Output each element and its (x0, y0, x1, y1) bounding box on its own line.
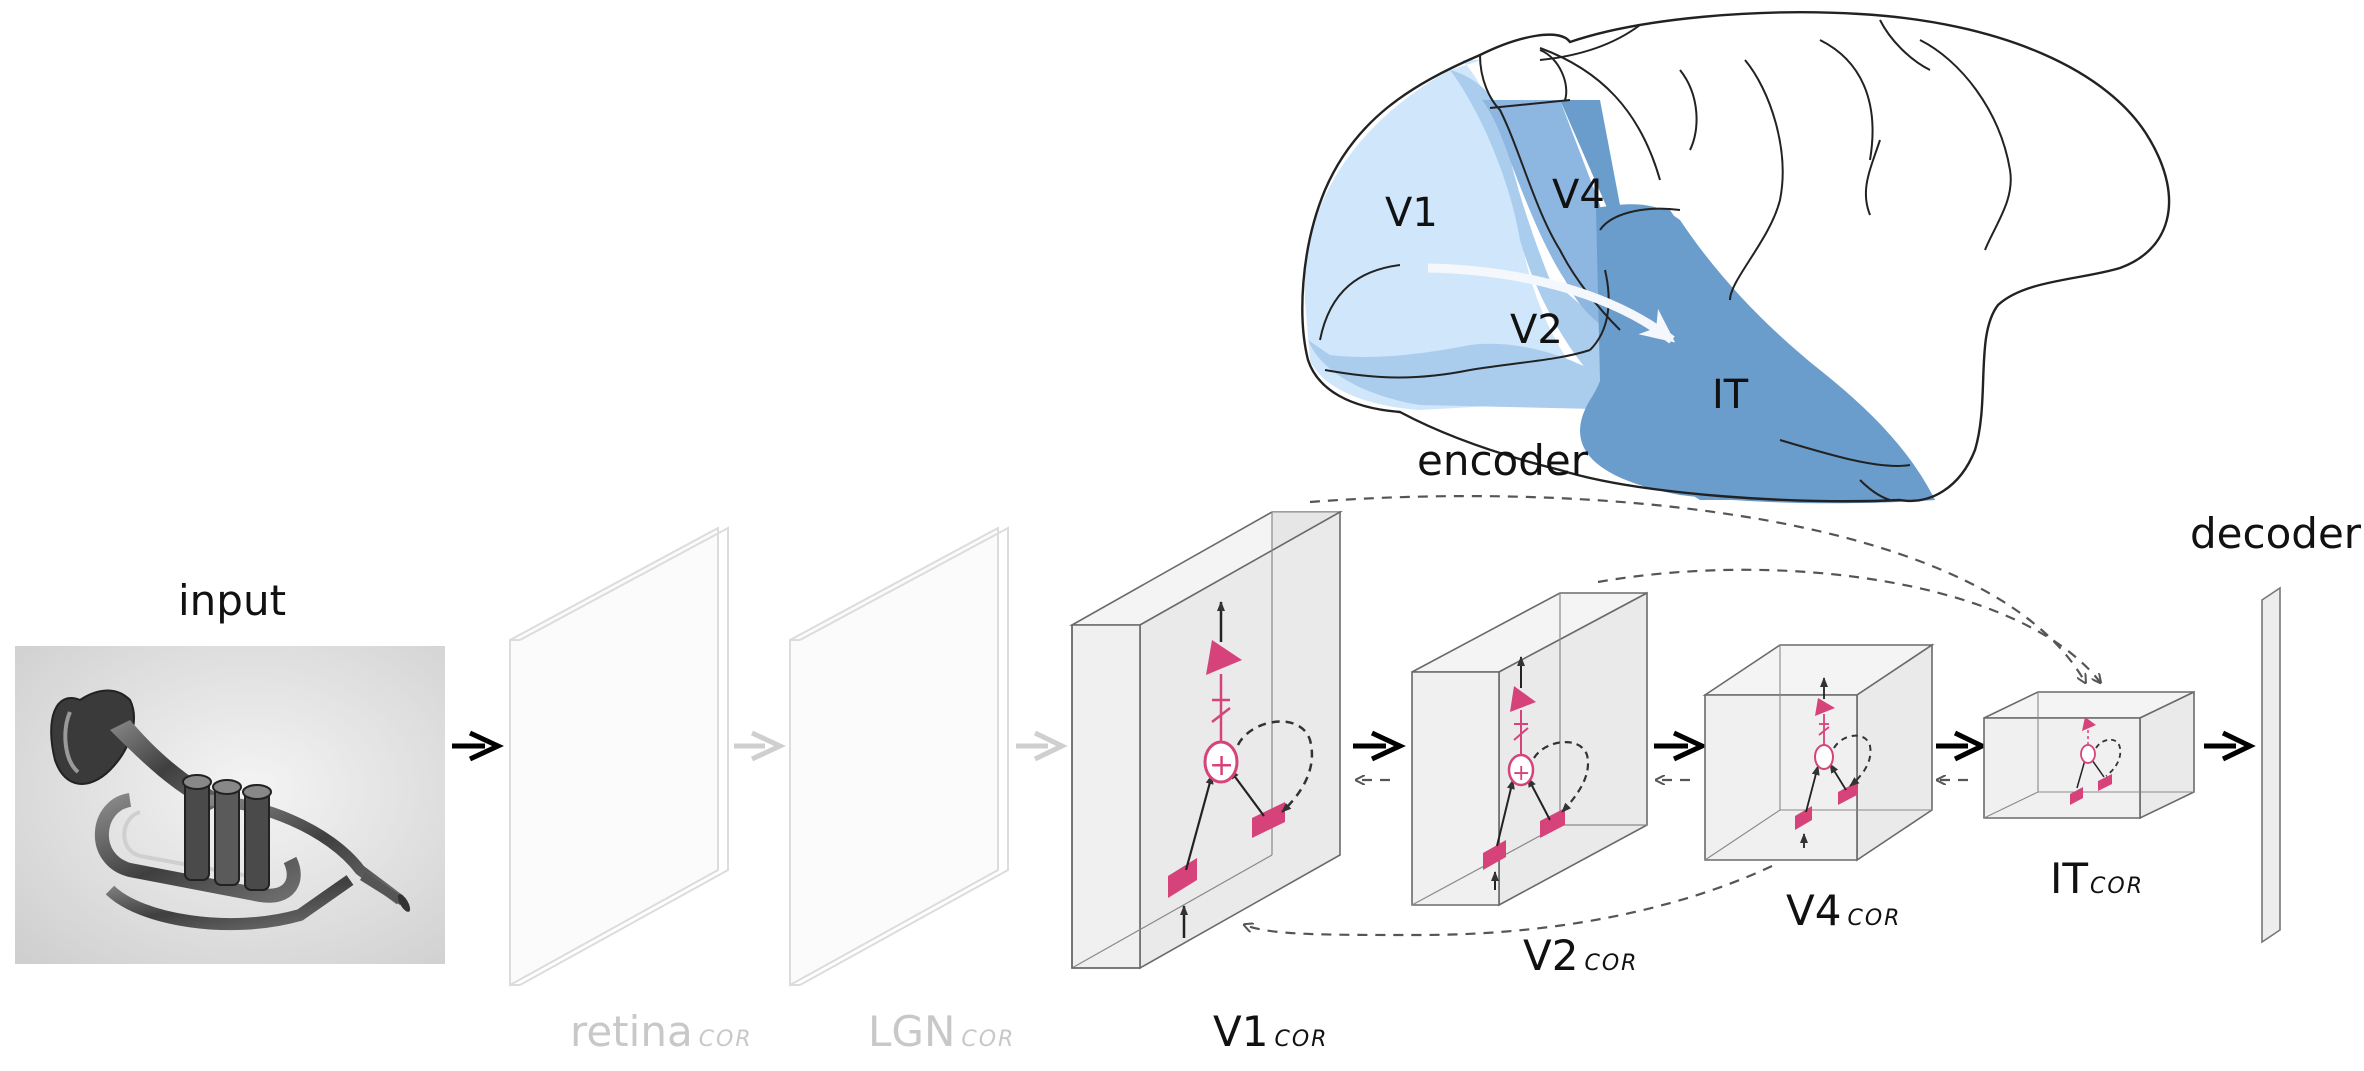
brain-label-v2: V2 (1510, 307, 1563, 353)
stage-labels: retina COR LGN COR V1 COR V2 COR V4 COR ITCOR (570, 854, 2144, 1056)
brain-contour (1301, 11, 2171, 503)
stage-label-v2: V2 COR (1523, 931, 1638, 980)
forward-arrows (452, 730, 2256, 762)
lgn-layer (789, 526, 1009, 987)
input-label: input (178, 576, 286, 625)
input-image (15, 646, 445, 964)
arrow-v1-v2 (1353, 730, 1406, 762)
brain-sulci (1319, 19, 2012, 501)
v2-sum-icon: + (1512, 761, 1530, 786)
stage-label-it: ITCOR (2050, 854, 2144, 903)
arrow-input-retina (452, 730, 504, 762)
brain-label-it: IT (1712, 372, 1749, 418)
arrow-retina-lgn (734, 730, 786, 762)
monkey-brain: V1 V4 V2 IT (1301, 11, 2171, 504)
decoder-label: decoder (2190, 509, 2362, 558)
trumpet-icon (50, 689, 411, 931)
arrow-v2-v4 (1654, 730, 1708, 762)
encoder-label: encoder (1417, 436, 1589, 485)
stage-label-v4: V4 COR (1786, 886, 1901, 935)
brain-region-v1 (1304, 60, 1600, 410)
stage-label-v1: V1 COR (1213, 1007, 1328, 1056)
feedback-arrows (1245, 494, 2100, 937)
decoder-layer (2261, 586, 2281, 944)
v2-block: + (1411, 591, 1648, 907)
stage-label-lgn: LGN COR (868, 1007, 1015, 1056)
arrow-v4-it (1936, 730, 1988, 762)
stage-label-retina: retina COR (570, 1007, 753, 1056)
v1-sum-icon: + (1209, 748, 1234, 783)
v1-block: + (1068, 510, 1344, 970)
it-block (1983, 690, 2195, 820)
v1-circuit: + (1168, 601, 1314, 938)
ventral-stream-arrow (1427, 263, 1676, 344)
it-circuit (2070, 717, 2122, 805)
v4-circuit (1795, 677, 1872, 848)
v2-circuit: + (1483, 656, 1590, 890)
brain-label-v1: V1 (1385, 190, 1438, 236)
arrow-lgn-v1 (1016, 730, 1068, 762)
retina-layer (509, 526, 729, 987)
brain-label-v4: V4 (1552, 172, 1605, 218)
v4-block (1702, 643, 1935, 862)
brain-region-v4 (1482, 100, 1615, 330)
brain-region-it-upper (1596, 204, 1935, 501)
arrow-it-decoder (2204, 730, 2256, 762)
brain-region-v2 (1450, 70, 1700, 410)
